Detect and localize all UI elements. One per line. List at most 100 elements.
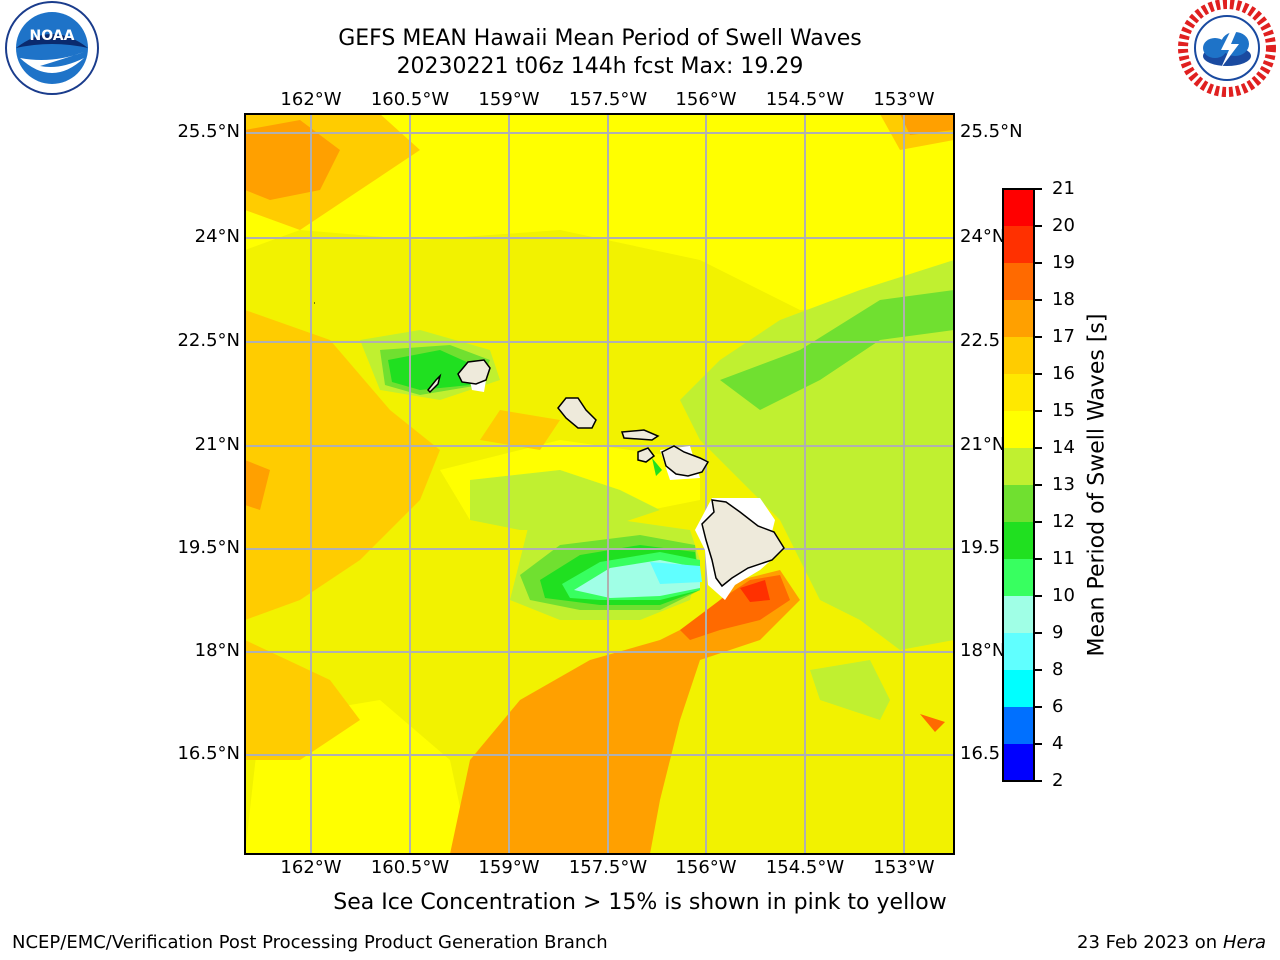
lon-label-top: 154.5°W (765, 89, 845, 110)
colorbar-tick-label: 6 (1052, 696, 1064, 717)
colorbar-tick-mark (1034, 447, 1042, 449)
colorbar-tick-mark (1034, 595, 1042, 597)
niihau-island (426, 373, 442, 394)
colorbar-segment (1003, 300, 1034, 337)
lon-label-bottom: 157.5°W (568, 857, 648, 878)
lon-label-bottom: 154.5°W (765, 857, 845, 878)
lat-label-left: 24°N (194, 226, 240, 247)
chart-title: GEFS MEAN Hawaii Mean Period of Swell Wa… (338, 26, 862, 51)
field-12to13s (380, 290, 954, 610)
lat-label-right: 18°N (960, 640, 1006, 661)
lat-label-left: 16.5°N (177, 743, 240, 764)
colorbar-tick-label: 4 (1052, 733, 1064, 754)
lon-label-bottom: 160.5°W (370, 857, 450, 878)
colorbar-tick-mark (1034, 484, 1042, 486)
colorbar-tick-mark (1034, 299, 1042, 301)
lat-label-right: 16.5 (960, 743, 1001, 764)
lat-label-right: 22.5 (960, 330, 1001, 351)
footer-date: 23 Feb 2023 on Hera (1077, 932, 1266, 953)
kauai-island (457, 359, 491, 385)
colorbar-segment (1003, 337, 1034, 374)
chart-subtitle: 20230221 t06z 144h fcst Max: 19.29 (396, 54, 804, 79)
noaa-logo: NOAA (5, 1, 99, 95)
lat-label-right: 19.5 (960, 537, 1001, 558)
sea-ice-note: Sea Ice Concentration > 15% is shown in … (333, 890, 947, 915)
colorbar-tick-mark (1034, 669, 1042, 671)
colorbar-segment (1003, 189, 1034, 226)
colorbar-tick-label: 18 (1052, 289, 1075, 310)
colorbar-tick-mark (1034, 558, 1042, 560)
lon-label-bottom: 159°W (478, 857, 540, 878)
colorbar-segment (1003, 596, 1034, 633)
colorbar-tick-mark (1034, 336, 1042, 338)
colorbar-tick-label: 11 (1052, 548, 1075, 569)
lat-label-left: 25.5°N (177, 121, 240, 142)
colorbar-tick-label: 15 (1052, 400, 1075, 421)
hawaiian-islands (426, 359, 785, 588)
lon-label-bottom: 162°W (280, 857, 342, 878)
colorbar-segment (1003, 670, 1034, 707)
colorbar-tick-label: 17 (1052, 326, 1075, 347)
lat-label-left: 19.5°N (177, 537, 240, 558)
lon-label-top: 160.5°W (370, 89, 450, 110)
colorbar-tick-label: 20 (1052, 215, 1075, 236)
colorbar-tick-label: 13 (1052, 474, 1075, 495)
field-18to19s (680, 575, 945, 732)
colorbar-tick-label: 14 (1052, 437, 1075, 458)
colorbar-tick-mark (1034, 373, 1042, 375)
lon-label-top: 156°W (675, 89, 737, 110)
colorbar-segment (1003, 226, 1034, 263)
colorbar-segment (1003, 374, 1034, 411)
colorbar-segment (1003, 559, 1034, 596)
footer-machine: Hera (1222, 932, 1266, 953)
lat-label-right: 24°N (960, 226, 1006, 247)
colorbar-tick-label: 8 (1052, 659, 1064, 680)
land-mask (468, 368, 785, 600)
colorbar-tick-label: 9 (1052, 622, 1064, 643)
lat-label-left: 21°N (194, 434, 240, 455)
field-19to20s (740, 580, 770, 602)
colorbar-segment (1003, 411, 1034, 448)
lon-label-top: 162°W (280, 89, 342, 110)
colorbar-segment (1003, 744, 1034, 781)
colorbar-tick-mark (1034, 262, 1042, 264)
lon-label-top: 153°W (873, 89, 935, 110)
colorbar-tick-label: 10 (1052, 585, 1075, 606)
footer-branch: NCEP/EMC/Verification Post Processing Pr… (12, 932, 608, 953)
graticule (245, 114, 954, 854)
lon-label-bottom: 153°W (873, 857, 935, 878)
colorbar-tick-mark (1034, 188, 1042, 190)
molokai-island (620, 429, 660, 441)
colorbar-segment (1003, 263, 1034, 300)
lon-label-top: 159°W (478, 89, 540, 110)
lon-label-top: 157.5°W (568, 89, 648, 110)
colorbar-segment (1003, 707, 1034, 744)
colorbar-tick-label: 16 (1052, 363, 1075, 384)
lanai-island (637, 447, 656, 463)
colorbar-tick-mark (1034, 706, 1042, 708)
lat-label-right: 21°N (960, 434, 1006, 455)
colorbar-tick-mark (1034, 225, 1042, 227)
hawaii-big-island (701, 499, 785, 588)
lat-label-left: 22.5°N (177, 330, 240, 351)
colorbar-tick-label: 12 (1052, 511, 1075, 532)
footer-date-text: 23 Feb 2023 on (1077, 932, 1218, 953)
colorbar-tick-label: 2 (1052, 770, 1064, 791)
colorbar-tick-mark (1034, 632, 1042, 634)
lat-label-right: 25.5°N (960, 121, 1023, 142)
lat-label-left: 18°N (194, 640, 240, 661)
lon-label-bottom: 156°W (675, 857, 737, 878)
oahu-island (557, 397, 597, 429)
colorbar-tick-label: 21 (1052, 178, 1075, 199)
colorbar-segment (1003, 448, 1034, 485)
colorbar-tick-mark (1034, 780, 1042, 782)
colorbar-tick-label: 19 (1052, 252, 1075, 273)
maui-island (661, 445, 710, 477)
colorbar-tick-mark (1034, 521, 1042, 523)
colorbar-segment (1003, 522, 1034, 559)
colorbar-tick-mark (1034, 410, 1042, 412)
colorbar-segment (1003, 485, 1034, 522)
map-frame (244, 113, 955, 855)
field-8to9s (650, 562, 702, 584)
colorbar-segment (1003, 633, 1034, 670)
